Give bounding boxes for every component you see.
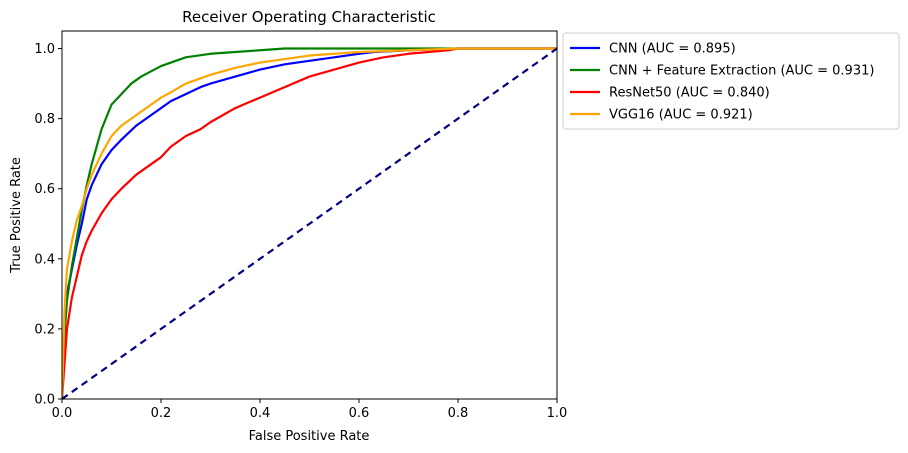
plot-frame: [61, 30, 558, 400]
y-tick-label: 0.6: [34, 182, 55, 197]
series-line-1: [62, 47, 557, 399]
legend-entry-label: ResNet50 (AUC = 0.840): [609, 86, 770, 101]
x-tick-label: 0.6: [349, 406, 370, 421]
y-tick-label: 0.4: [34, 252, 55, 267]
x-axis-label: False Positive Rate: [249, 429, 370, 444]
y-tick-label: 0.8: [34, 112, 55, 127]
series-line-2: [62, 47, 557, 399]
y-tick-label: 1.0: [34, 42, 55, 57]
legend-entry-label: VGG16 (AUC = 0.921): [609, 108, 753, 123]
legend: CNN (AUC = 0.895) CNN + Feature Extractio…: [562, 32, 900, 130]
series-line-3: [62, 47, 557, 399]
x-tick-label: 0.2: [151, 406, 172, 421]
y-axis-label: True Positive Rate: [9, 157, 24, 274]
x-tick-label: 0.4: [250, 406, 271, 421]
legend-entry-label: CNN + Feature Extraction (AUC = 0.931): [609, 64, 874, 79]
y-tick-label: 0.2: [34, 322, 55, 337]
legend-frame: [562, 32, 900, 130]
x-axis: 0.0 0.2 0.4 0.6 0.8 1.0: [52, 399, 568, 421]
plot-area: [61, 47, 558, 400]
x-tick-label: 1.0: [547, 406, 568, 421]
reference-diagonal-line: [61, 47, 558, 400]
y-tick-label: 0.0: [34, 393, 55, 408]
y-axis: 0.0 0.2 0.4 0.6 0.8 1.0: [34, 42, 62, 408]
chart-title: Receiver Operating Characteristic: [182, 8, 436, 26]
series-line-0: [62, 47, 557, 399]
x-tick-label: 0.8: [448, 406, 469, 421]
x-tick-label: 0.0: [52, 406, 73, 421]
legend-entry-label: CNN (AUC = 0.895): [609, 42, 736, 57]
